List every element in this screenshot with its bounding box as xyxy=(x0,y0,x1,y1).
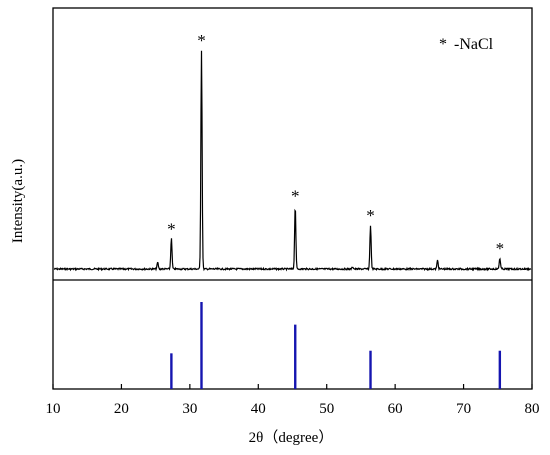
x-tick-label: 10 xyxy=(46,401,61,417)
peak-marker: * xyxy=(291,186,300,205)
peak-marker: * xyxy=(496,239,505,258)
legend-label: -NaCl xyxy=(454,36,494,53)
legend: * -NaCl xyxy=(439,36,494,53)
peak-marker: * xyxy=(197,31,206,50)
x-tick-label: 50 xyxy=(319,401,334,417)
legend-marker: * xyxy=(439,36,447,53)
y-axis-title: Intensity(a.u.) xyxy=(10,159,26,243)
plot-frame xyxy=(52,7,533,390)
x-tick-label: 30 xyxy=(182,401,197,417)
xrd-pattern-line xyxy=(53,50,532,272)
xrd-pattern xyxy=(53,50,532,272)
x-axis-ticks: 10 20 30 40 50 60 70 80 xyxy=(46,384,540,417)
peak-marker: * xyxy=(167,219,176,238)
x-tick-label: 20 xyxy=(114,401,129,417)
x-tick-label: 80 xyxy=(525,401,540,417)
x-tick-label: 40 xyxy=(251,401,266,417)
reference-bars xyxy=(170,302,502,389)
x-tick-label: 60 xyxy=(388,401,403,417)
peak-markers: * * * * * xyxy=(167,31,504,258)
axes xyxy=(52,7,533,390)
x-tick-label: 70 xyxy=(456,401,471,417)
x-axis-title: 2θ（degree） xyxy=(249,429,334,446)
peak-marker: * xyxy=(366,206,375,225)
